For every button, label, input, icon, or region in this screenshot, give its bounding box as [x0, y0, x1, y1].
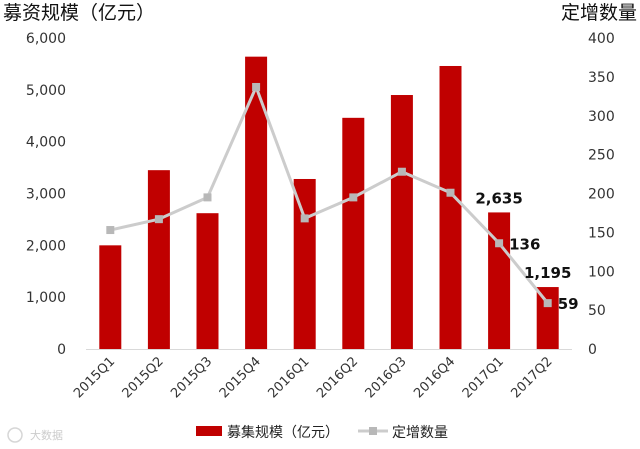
line-point — [252, 82, 261, 91]
line-point — [154, 215, 163, 224]
right-tick-label: 300 — [588, 109, 615, 125]
line-data-label: 136 — [509, 235, 540, 253]
right-tick-label: 150 — [588, 225, 615, 241]
bar — [342, 117, 365, 349]
x-tick-label: 2016Q2 — [314, 354, 361, 401]
bar — [488, 212, 511, 349]
right-tick-label: 100 — [588, 264, 615, 280]
right-tick-label: 400 — [588, 31, 615, 47]
line-series — [106, 82, 552, 308]
legend: 募集规模（亿元） 定增数量 — [196, 424, 448, 441]
line-point — [106, 226, 115, 235]
data-labels: 2,635 1,195 136 59 — [475, 189, 578, 313]
right-tick-label: 350 — [588, 70, 615, 86]
left-tick-label: 4,000 — [26, 135, 66, 151]
bar-data-label: 1,195 — [524, 264, 571, 282]
watermark-logo-icon — [7, 427, 23, 443]
watermark-text: 大数据 — [30, 428, 63, 442]
line-point — [349, 193, 358, 202]
line-point — [543, 299, 552, 308]
x-tick-label: 2017Q1 — [460, 354, 507, 401]
right-tick-label: 0 — [588, 342, 597, 358]
x-tick-label: 2016Q4 — [411, 354, 458, 401]
legend-swatch-bar — [196, 426, 222, 436]
left-axis-title: 募资规模（亿元） — [3, 2, 155, 24]
left-tick-label: 6,000 — [26, 31, 66, 47]
x-tick-label: 2015Q2 — [120, 354, 167, 401]
bar — [245, 56, 268, 349]
left-tick-label: 1,000 — [26, 290, 66, 306]
line-point — [446, 188, 455, 197]
bar — [439, 65, 462, 350]
bar — [293, 178, 316, 349]
x-tick-label: 2015Q4 — [217, 354, 264, 401]
x-tick-label: 2015Q1 — [71, 354, 118, 401]
bar-series — [99, 56, 559, 350]
watermark: 大数据 — [7, 427, 63, 443]
legend-label-line: 定增数量 — [392, 425, 448, 441]
legend-swatch-marker — [369, 427, 377, 435]
x-axis-ticks: 2015Q1 2015Q2 2015Q3 2015Q4 2016Q1 2016Q2 2016… — [71, 354, 555, 401]
x-tick-label: 2016Q3 — [363, 354, 410, 401]
line-point — [203, 193, 212, 202]
bar — [147, 170, 170, 349]
right-axis-ticks: 0 50 100 150 200 250 300 350 400 — [588, 31, 615, 358]
line-point — [300, 214, 309, 223]
left-tick-label: 2,000 — [26, 238, 66, 254]
bar — [536, 287, 559, 349]
series-line — [109, 85, 549, 305]
x-tick-label: 2016Q1 — [265, 354, 312, 401]
line-point — [495, 239, 504, 248]
x-tick-label: 2015Q3 — [168, 354, 215, 401]
bar — [99, 245, 122, 349]
left-axis-ticks: 0 1,000 2,000 3,000 4,000 5,000 6,000 — [26, 31, 66, 358]
left-tick-label: 3,000 — [26, 187, 66, 203]
right-tick-label: 250 — [588, 148, 615, 164]
legend-label-bar: 募集规模（亿元） — [227, 424, 339, 441]
bar — [390, 95, 413, 350]
left-tick-label: 0 — [57, 342, 66, 358]
line-point — [397, 167, 406, 176]
bar — [196, 213, 219, 349]
right-axis-title: 定增数量 — [561, 2, 637, 24]
bar-data-label: 2,635 — [475, 189, 522, 207]
left-tick-label: 5,000 — [26, 83, 66, 99]
line-data-label: 59 — [558, 295, 579, 313]
x-tick-label: 2017Q2 — [508, 354, 555, 401]
right-tick-label: 50 — [588, 303, 606, 319]
right-tick-label: 200 — [588, 187, 615, 203]
